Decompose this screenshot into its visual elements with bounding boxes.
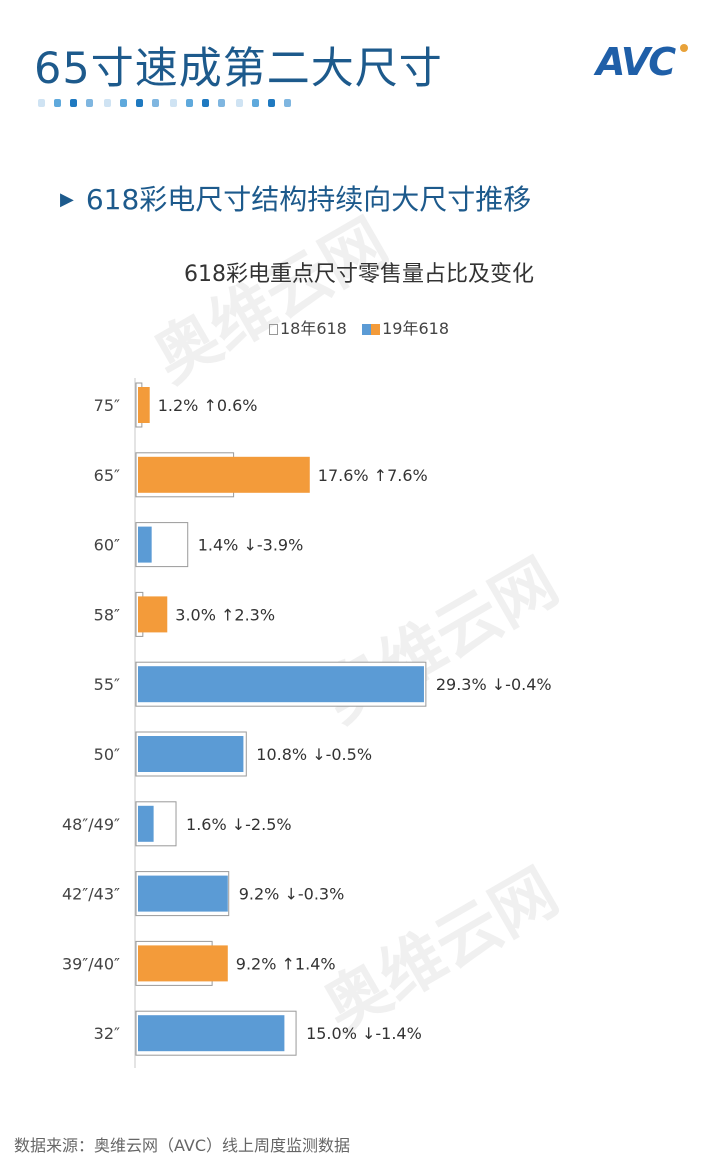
legend-label-2018: 18年618	[279, 319, 347, 338]
data-label: 29.3% ↓-0.4%	[436, 675, 552, 694]
decorative-dot	[170, 99, 177, 107]
bar-2019	[138, 596, 168, 633]
data-label: 9.2% ↑1.4%	[236, 954, 336, 973]
category-label: 48″/49″	[62, 815, 120, 834]
avc-logo: AVC	[596, 40, 676, 84]
bar-2019	[138, 805, 154, 842]
data-label: 17.6% ↑7.6%	[318, 466, 428, 485]
data-label: 10.8% ↓-0.5%	[256, 745, 372, 764]
decorative-dot	[38, 99, 45, 107]
decorative-dot	[54, 99, 61, 107]
category-label: 60″	[94, 536, 120, 555]
section-subtitle: ▶ 618彩电尺寸结构持续向大尺寸推移	[60, 178, 531, 218]
decorative-dot	[252, 99, 259, 107]
bar-2019	[138, 456, 310, 493]
bar-2019	[138, 666, 424, 703]
category-label: 42″/43″	[62, 885, 120, 904]
decorative-dot	[284, 99, 291, 107]
decorative-dot	[104, 99, 111, 107]
triangle-bullet-icon: ▶	[60, 189, 74, 210]
decorative-dot	[120, 99, 127, 107]
category-label: 32″	[94, 1024, 120, 1043]
legend-label-2019: 19年618	[382, 319, 450, 338]
data-source: 数据来源：奥维云网（AVC）线上周度监测数据	[14, 1136, 351, 1155]
category-label: 50″	[94, 745, 120, 764]
decorative-dot	[152, 99, 159, 107]
category-label: 75″	[94, 396, 120, 415]
decorative-dot	[202, 99, 209, 107]
decorative-dot	[236, 99, 243, 107]
legend-swatch-2018	[268, 324, 278, 335]
data-label: 9.2% ↓-0.3%	[239, 885, 345, 904]
subtitle-text: 618彩电尺寸结构持续向大尺寸推移	[85, 183, 532, 216]
legend-swatch-2019-orange	[371, 324, 381, 335]
data-label: 1.6% ↓-2.5%	[186, 815, 292, 834]
data-label: 3.0% ↑2.3%	[175, 605, 275, 624]
chart-title: 618彩电重点尺寸零售量占比及变化	[184, 262, 534, 287]
bar-2019	[138, 387, 150, 423]
bar-2019	[138, 736, 244, 772]
logo-dot	[680, 44, 688, 52]
decorative-dot	[186, 99, 193, 107]
decorative-dot	[70, 99, 77, 107]
category-label: 39″/40″	[62, 954, 120, 973]
data-label: 15.0% ↓-1.4%	[306, 1024, 422, 1043]
bar-2019	[138, 526, 152, 563]
decorative-dot	[218, 99, 225, 107]
decorative-dot	[86, 99, 93, 107]
legend: 18年618 19年618	[0, 315, 718, 339]
data-label: 1.4% ↓-3.9%	[198, 536, 304, 555]
category-label: 65″	[94, 466, 120, 485]
category-label: 55″	[94, 675, 120, 694]
page-title: 65寸速成第二大尺寸	[34, 44, 443, 94]
bar-2019	[138, 945, 228, 982]
bar-2019	[138, 1015, 285, 1052]
decorative-dot	[268, 99, 275, 107]
bar-2019	[138, 875, 228, 912]
data-label: 1.2% ↑0.6%	[158, 396, 258, 415]
legend-swatch-2019-blue	[362, 324, 372, 335]
decorative-dot	[136, 99, 143, 107]
category-label: 58″	[94, 605, 120, 624]
